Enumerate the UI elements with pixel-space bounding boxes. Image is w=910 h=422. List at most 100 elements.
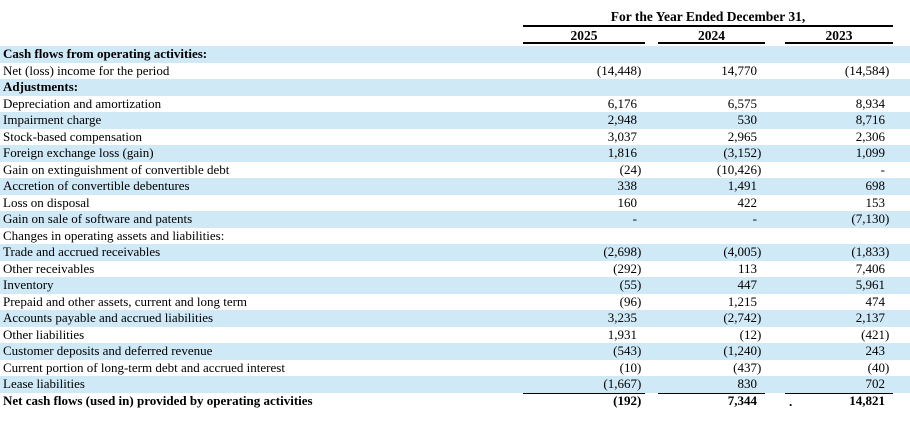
value-2023: 698 bbox=[865, 178, 886, 193]
value-2023: 14,821 bbox=[849, 392, 885, 408]
table-row: Gain on sale of software and patents - - (7… bbox=[0, 211, 910, 228]
table-row: Accounts payable and accrued liabilities… bbox=[0, 310, 910, 327]
value-2023: 5,961 bbox=[855, 277, 885, 292]
value-2023 bbox=[785, 79, 893, 96]
value-2025: 2,948 bbox=[607, 112, 637, 127]
row-label: Depreciation and amortization bbox=[3, 95, 162, 111]
column-gap bbox=[765, 360, 785, 377]
value-2024: (4,005) bbox=[723, 244, 762, 259]
row-right-margin bbox=[893, 310, 910, 327]
column-gap bbox=[645, 195, 658, 212]
row-label: Accounts payable and accrued liabilities bbox=[3, 310, 214, 325]
column-gap bbox=[765, 178, 785, 195]
value-2025: (192) bbox=[613, 392, 642, 408]
header-right-margin bbox=[893, 8, 910, 44]
value-2025: (10) bbox=[619, 359, 642, 375]
value-2023: 474 bbox=[865, 293, 886, 309]
value-2025 bbox=[523, 228, 645, 245]
table-row: Foreign exchange loss (gain) 1,816 (3,152)… bbox=[0, 145, 910, 162]
value-2023: 702 bbox=[785, 376, 893, 394]
column-gap bbox=[645, 28, 658, 44]
value-2025: 1,816 bbox=[607, 145, 637, 160]
value-2024: 447 bbox=[737, 277, 758, 292]
column-gap bbox=[645, 46, 658, 63]
value-2024: 1,491 bbox=[727, 178, 757, 193]
value-2025: (14,448) bbox=[596, 62, 642, 78]
year-column-2025: 2025 bbox=[523, 28, 645, 44]
value-2025: (1,667) bbox=[523, 376, 645, 394]
value-2025: (2,698) bbox=[603, 244, 642, 259]
column-gap bbox=[645, 310, 658, 327]
column-gap bbox=[645, 178, 658, 195]
period-header: For the Year Ended December 31, bbox=[523, 8, 893, 27]
value-2024: 7,344 bbox=[727, 392, 757, 408]
value-2025: (96) bbox=[619, 293, 642, 309]
column-gap bbox=[765, 261, 785, 278]
value-2024: 422 bbox=[737, 194, 758, 210]
value-2025 bbox=[523, 46, 645, 63]
row-label: Changes in operating assets and liabilit… bbox=[3, 227, 225, 243]
period-group: For the Year Ended December 31, 2025 202… bbox=[523, 8, 893, 44]
row-right-margin bbox=[893, 112, 910, 129]
column-gap bbox=[765, 145, 785, 162]
row-label: Net (loss) income for the period bbox=[3, 62, 170, 78]
table-row: Other receivables (292) 113 7,406 bbox=[0, 260, 910, 278]
value-2024: (10,426) bbox=[716, 161, 762, 177]
value-2023: (1,833) bbox=[851, 244, 890, 259]
table-row: Net (loss) income for the period (14,448)… bbox=[0, 62, 910, 79]
table-row: Customer deposits and deferred revenue (5… bbox=[0, 343, 910, 360]
value-2025: (55) bbox=[619, 277, 642, 292]
column-gap bbox=[645, 228, 658, 245]
row-right-margin bbox=[893, 228, 910, 245]
table-header: For the Year Ended December 31, 2025 202… bbox=[0, 0, 910, 44]
row-label: Cash flows from operating activities: bbox=[3, 46, 208, 61]
value-2023: 1,099 bbox=[855, 145, 885, 160]
column-gap bbox=[765, 294, 785, 311]
table-row: Other liabilities 1,931 (12) (421) bbox=[0, 326, 910, 344]
row-label: Other receivables bbox=[3, 260, 95, 276]
value-2025 bbox=[523, 79, 645, 96]
value-2023: 8,716 bbox=[855, 112, 885, 127]
row-right-margin bbox=[893, 261, 910, 278]
column-gap bbox=[765, 46, 785, 63]
row-label: Trade and accrued receivables bbox=[3, 244, 161, 259]
column-gap bbox=[765, 327, 785, 344]
table-row: Gain on extinguishment of convertible de… bbox=[0, 161, 910, 179]
value-2025: 160 bbox=[617, 194, 638, 210]
value-2023: 2,137 bbox=[855, 310, 885, 325]
column-gap bbox=[645, 129, 658, 146]
value-2025: 6,176 bbox=[607, 95, 637, 111]
value-2024: 2,965 bbox=[727, 128, 757, 144]
table-body: Cash flows from operating activities: Net… bbox=[0, 46, 910, 409]
table-row: Inventory (55) 447 5,961 bbox=[0, 277, 910, 294]
value-2023: (421) bbox=[861, 326, 890, 342]
table-row: Current portion of long-term debt and ac… bbox=[0, 359, 910, 377]
value-2024: (3,152) bbox=[723, 145, 762, 160]
value-2023: (7,130) bbox=[851, 211, 890, 226]
year-header-row: 2025 2024 2023 bbox=[523, 28, 893, 44]
value-2024: 113 bbox=[737, 260, 757, 276]
row-right-margin bbox=[893, 129, 910, 146]
value-2024 bbox=[658, 46, 765, 63]
row-label: Customer deposits and deferred revenue bbox=[3, 343, 213, 358]
value-2023 bbox=[785, 46, 893, 63]
row-right-margin bbox=[893, 96, 910, 113]
value-2025: 3,037 bbox=[607, 128, 637, 144]
value-2024: 6,575 bbox=[727, 95, 757, 111]
column-gap bbox=[645, 327, 658, 344]
table-row: Loss on disposal 160 422 153 bbox=[0, 194, 910, 212]
column-gap bbox=[765, 277, 785, 294]
value-2023 bbox=[785, 228, 893, 245]
row-label: Loss on disposal bbox=[3, 194, 90, 210]
value-2024: 14,770 bbox=[721, 62, 757, 78]
column-gap bbox=[765, 310, 785, 327]
value-2023: 2,306 bbox=[855, 128, 885, 144]
column-gap bbox=[645, 211, 658, 228]
value-2024: 1,215 bbox=[727, 293, 757, 309]
row-label: Inventory bbox=[3, 277, 54, 292]
row-right-margin bbox=[893, 162, 910, 179]
table-row: Net cash flows (used in) provided by ope… bbox=[0, 392, 910, 409]
row-right-margin bbox=[893, 343, 910, 360]
value-2024: (437) bbox=[733, 359, 762, 375]
